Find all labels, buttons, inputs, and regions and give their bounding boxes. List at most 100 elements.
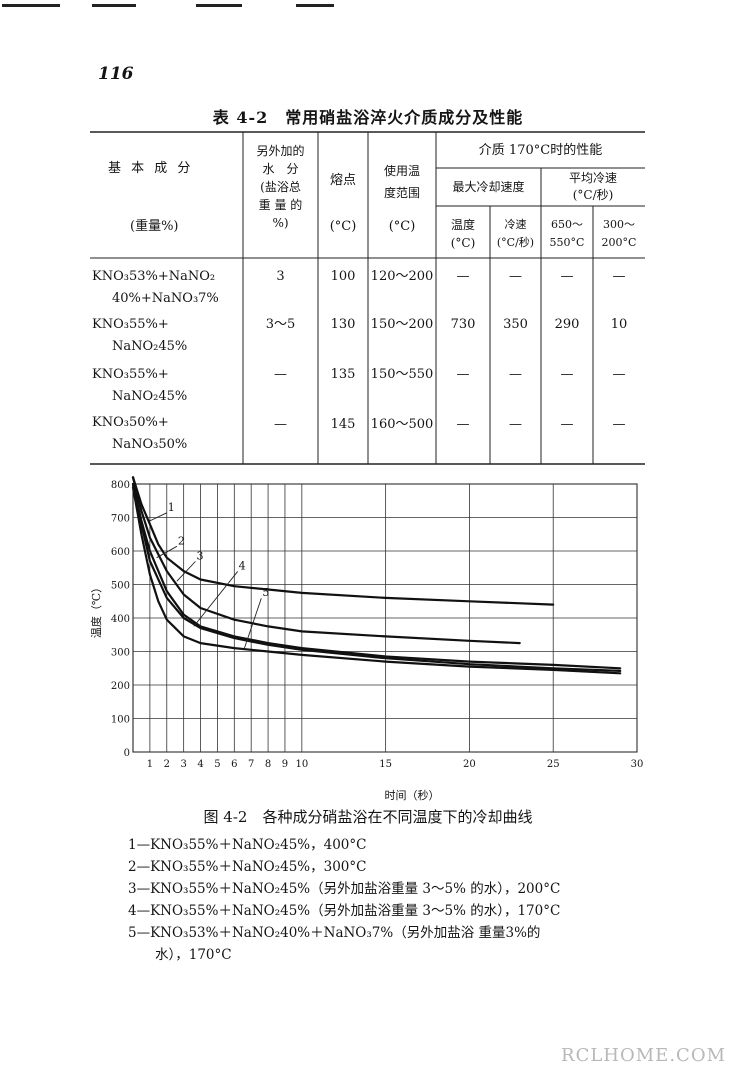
curve-label: 5: [262, 586, 269, 599]
legend-item-2: 2—KNO₃55%＋NaNO₂45%，300°C: [128, 859, 367, 875]
header-use-range-unit: (°C): [388, 219, 416, 234]
legend-item-5-cont: 水），170°C: [128, 947, 232, 963]
curve-label-leader: [176, 561, 196, 582]
watermark: RCLHOME.COM: [561, 1045, 726, 1066]
x-tick-label: 4: [197, 759, 203, 770]
x-tick-label: 30: [631, 759, 644, 770]
header-temp: 温度 (°C): [450, 218, 476, 250]
figure-caption: 图 4-2 各种成分硝盐浴在不同温度下的冷却曲线: [203, 808, 533, 826]
page-number: 116: [98, 64, 134, 84]
table-row-3-avg2: —: [612, 367, 626, 382]
table-row-3-speed: —: [509, 367, 522, 382]
top-rule-4: [296, 4, 334, 7]
table-row-4-water: —: [274, 417, 287, 432]
x-tick-label: 1: [147, 759, 153, 770]
y-tick-label: 200: [111, 681, 130, 692]
curve-label-leader: [193, 571, 239, 627]
table-row-2-avg2: 10: [610, 317, 628, 332]
header-melting-unit: (°C): [329, 219, 357, 234]
curve-label: 4: [239, 559, 246, 572]
table-row-2-water: 3～5: [265, 317, 296, 332]
curve-label: 2: [178, 534, 185, 547]
y-axis-label: 温度（℃）: [89, 582, 103, 638]
table-row-4-composition: KNO₃50%+ NaNO₃50%: [92, 415, 188, 452]
header-performance: 介质 170°C时的性能: [478, 143, 603, 158]
x-tick-label: 7: [248, 759, 254, 770]
table-row-3-avg1: —: [560, 367, 574, 382]
table-row-4-melting: 145: [330, 417, 356, 432]
curve-5: [131, 482, 622, 672]
table-row-2-composition: KNO₃55%+ NaNO₂45%: [92, 317, 188, 354]
table-row-1-avg1: —: [560, 269, 574, 284]
header-melting: 熔点: [329, 173, 356, 188]
table-row-3-melting: 135: [330, 367, 356, 382]
x-tick-label: 15: [379, 759, 392, 770]
table-row-2-melting: 130: [330, 317, 356, 332]
y-tick-label: 400: [111, 614, 130, 625]
header-use-range: 使用温 度范围: [383, 164, 420, 200]
y-tick-label: 600: [111, 547, 130, 558]
top-rule-2: [92, 4, 136, 7]
table-row-1-temp: —: [456, 269, 470, 284]
y-tick-label: 300: [111, 648, 130, 659]
legend-item-5: 5—KNO₃53%＋NaNO₂40%＋NaNO₃7%（另外加盐浴 重量3%的: [128, 925, 541, 941]
table-row-2-range: 150～200: [370, 317, 434, 332]
curve-1: [131, 476, 555, 606]
table-row-4-range: 160～500: [370, 417, 434, 432]
curve-2: [131, 476, 521, 645]
table-row-4-avg2: —: [612, 417, 626, 432]
x-tick-label: 3: [180, 759, 186, 770]
table-rules: [90, 131, 645, 465]
x-tick-label: 10: [295, 759, 308, 770]
x-tick-label: 25: [547, 759, 560, 770]
legend-item-3: 3—KNO₃55%＋NaNO₂45%（另外加盐浴重量 3～5% 的水），200°…: [128, 881, 561, 897]
table-row-4-speed: —: [509, 417, 522, 432]
cooling-curve-chart: 1 2 3 4 5 6 7 8 9 10 15 20 25 30 0 100 200 300 400 500 600 70…: [0, 470, 736, 810]
curve-label-leader: [156, 545, 178, 559]
chart-svg: 1 2 3 4 5 6 7 8 9 10 15 20 25 30010020030040050060070…: [89, 476, 644, 802]
table-row-4-avg1: —: [560, 417, 574, 432]
header-composition-unit: (重量%): [130, 219, 179, 234]
y-tick-label: 100: [111, 715, 130, 726]
curve-label-leader: [244, 598, 262, 649]
top-rule-3: [196, 4, 242, 7]
table-row-3-water: —: [274, 367, 287, 382]
table-row-1-avg2: —: [612, 269, 626, 284]
x-tick-label: 2: [164, 759, 170, 770]
table-row-2-temp: 730: [450, 317, 476, 332]
x-tick-label: 8: [265, 759, 271, 770]
composition-table: 基 本 成 分 (重量%) 另外加的 水 分 (盐浴总 重 量 的 %) 熔点 …: [90, 130, 645, 466]
header-max-rate: 最大冷却速度: [452, 180, 525, 194]
header-range-650-550: 650～ 550°C: [549, 218, 585, 249]
x-axis-label: 时间（秒）: [385, 788, 440, 802]
header-water: 另外加的 水 分 (盐浴总 重 量 的 %): [256, 144, 305, 230]
table-row-1-composition: KNO₃53%+NaNO₂ 40%+NaNO₃7%: [92, 269, 219, 306]
x-tick-label: 20: [463, 759, 476, 770]
x-tick-label: 9: [282, 759, 288, 770]
y-tick-label: 0: [124, 748, 130, 759]
x-tick-label: 5: [214, 759, 220, 770]
table-row-1-water: 3: [276, 269, 285, 284]
header-avg-rate: 平均冷速 (°C/秒): [568, 171, 617, 202]
curve-label: 1: [168, 501, 175, 514]
table-row-2-avg1: 290: [554, 317, 580, 332]
curve-label-leader: [149, 512, 167, 522]
x-tick-label: 6: [231, 759, 237, 770]
header-composition: 基 本 成 分: [108, 161, 194, 176]
top-rule-1: [2, 4, 60, 7]
header-range-300-200: 300～ 200°C: [601, 218, 637, 249]
legend-item-1: 1—KNO₃55%＋NaNO₂45%，400°C: [128, 837, 367, 853]
table-row-4-temp: —: [456, 417, 470, 432]
table-row-2-speed: 350: [503, 317, 528, 332]
table-row-3-composition: KNO₃55%+ NaNO₂45%: [92, 367, 188, 404]
curve-label: 3: [196, 549, 203, 562]
figure-legend: 1—KNO₃55%＋NaNO₂45%，400°C 2—KNO₃55%＋NaNO₂…: [128, 834, 560, 966]
table-row-1-melting: 100: [330, 269, 356, 284]
table-row-3-temp: —: [456, 367, 470, 382]
y-tick-label: 800: [111, 480, 130, 491]
y-tick-label: 500: [111, 581, 130, 592]
legend-item-4: 4—KNO₃55%＋NaNO₂45%（另外加盐浴重量 3～5% 的水），170°…: [128, 903, 561, 919]
table-row-3-range: 150～550: [370, 367, 434, 382]
table-row-1-range: 120～200: [370, 269, 434, 284]
table-title: 表 4-2 常用硝盐浴淬火介质成分及性能: [212, 108, 524, 127]
